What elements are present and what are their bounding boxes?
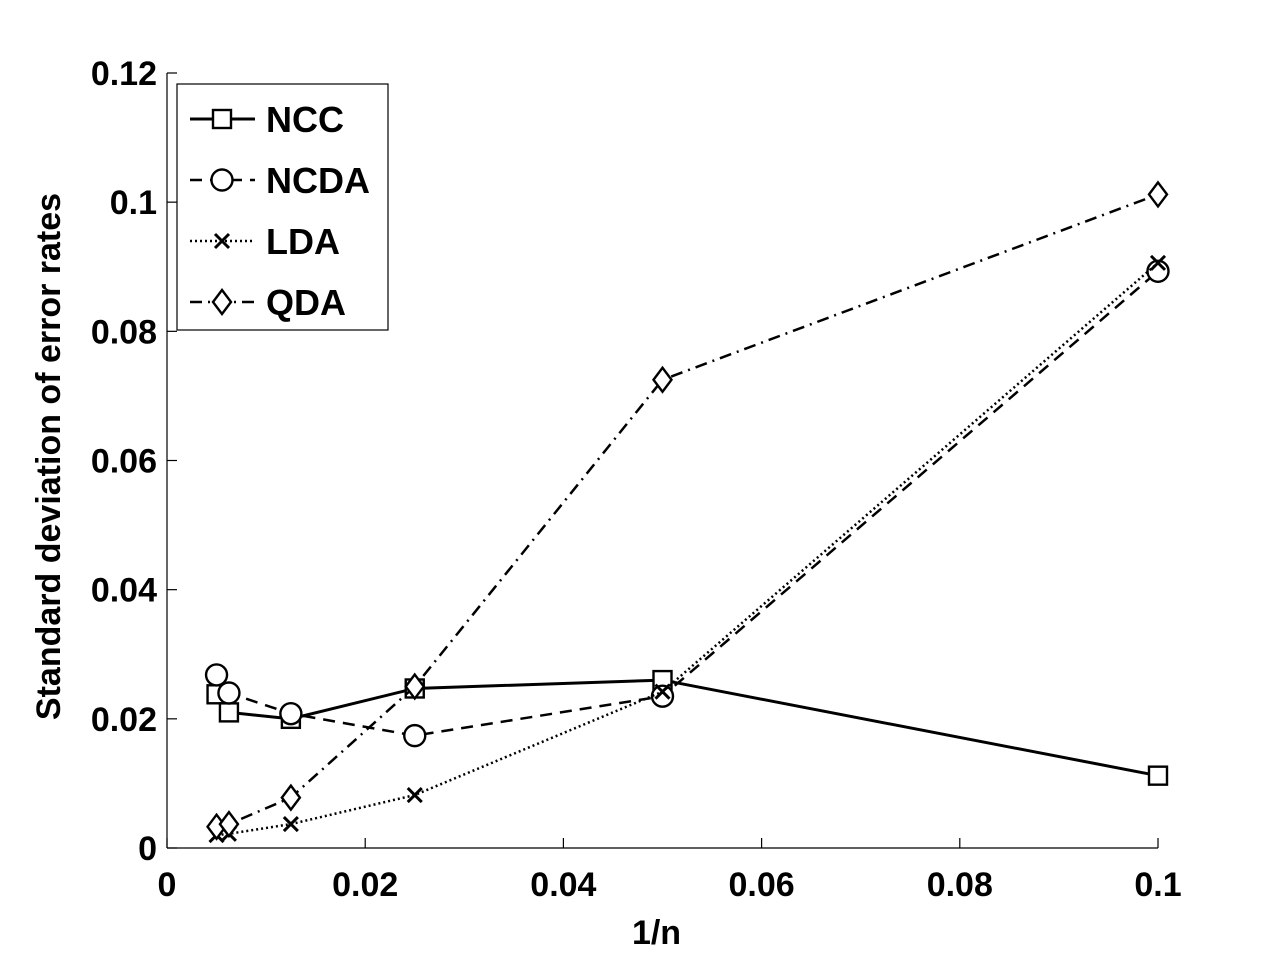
y-tick-label: 0.04 — [91, 572, 157, 610]
legend: NCC NCDA LDA QDA — [176, 83, 389, 331]
y-axis-title: Standard deviation of error rates — [30, 193, 68, 720]
y-tick-label: 0 — [138, 830, 157, 868]
legend-label-lda: LDA — [266, 221, 340, 262]
x-tick-label: 0.1 — [1134, 866, 1181, 904]
data-point-ncc — [1147, 765, 1169, 786]
x-tick-label: 0.08 — [927, 866, 993, 904]
data-point-lda — [654, 683, 671, 700]
legend-marker-lda — [213, 232, 231, 250]
data-point-ncda — [217, 681, 241, 705]
data-point-lda — [1149, 254, 1167, 271]
data-point-ncda — [650, 684, 675, 708]
y-tick-label: 0.12 — [91, 55, 157, 93]
data-point-qda — [280, 783, 302, 812]
data-point-ncc — [218, 702, 240, 723]
legend-marker-ncda — [210, 168, 234, 192]
series-qda — [206, 180, 1169, 841]
legend-marker-qda — [211, 288, 233, 316]
data-point-qda — [652, 365, 673, 394]
y-tick-label: 0.08 — [91, 313, 157, 351]
x-tick-label: 0.02 — [332, 866, 398, 904]
series-ncda — [204, 259, 1170, 748]
y-tick-label: 0.06 — [91, 443, 157, 481]
x-tick-label: 0.04 — [530, 866, 596, 904]
data-point-ncda — [204, 663, 229, 687]
data-point-lda — [282, 816, 299, 833]
y-tick-label: 0.02 — [91, 701, 157, 739]
y-tick-label: 0.1 — [110, 184, 157, 222]
legend-label-ncc: NCC — [266, 99, 344, 140]
axes: 0 0.02 0.04 0.06 0.08 0.1 0 0.02 0.04 0.06 0.08 0.1… — [91, 55, 1182, 904]
x-axis-title: 1/n — [632, 914, 681, 952]
data-point-ncda — [403, 723, 427, 748]
data-point-qda — [218, 810, 240, 839]
x-tick-label: 0.06 — [729, 866, 795, 904]
data-point-qda — [1147, 180, 1169, 209]
data-point-lda — [406, 786, 423, 804]
legend-label-ncda: NCDA — [266, 160, 370, 201]
x-tick-label: 0 — [158, 866, 177, 904]
data-point-qda — [404, 672, 426, 701]
data-point-ncda — [279, 701, 303, 726]
legend-label-qda: QDA — [266, 282, 346, 323]
legend-marker-ncc — [211, 108, 233, 130]
series-group — [204, 180, 1170, 844]
series-line-ncda — [215, 270, 1159, 737]
